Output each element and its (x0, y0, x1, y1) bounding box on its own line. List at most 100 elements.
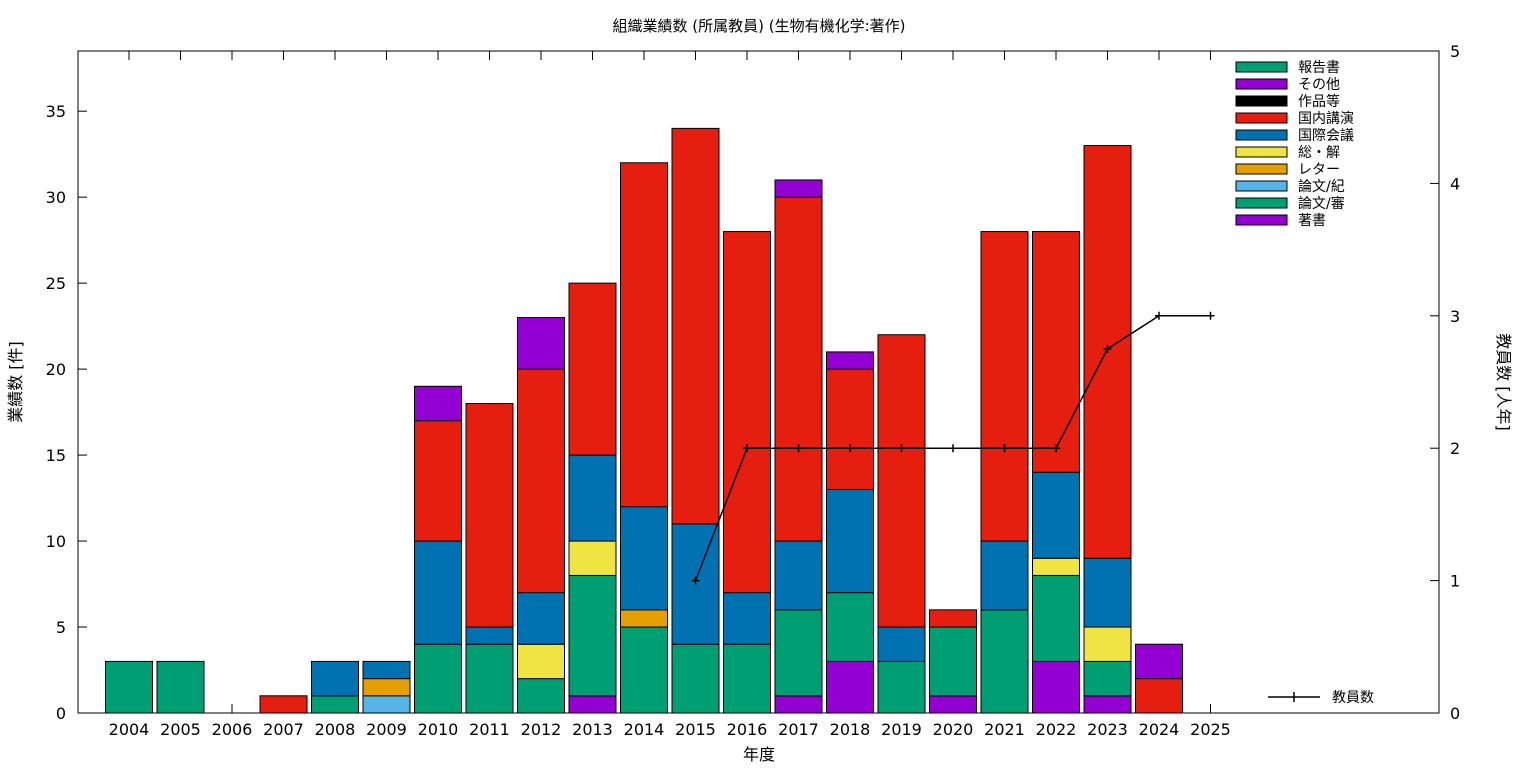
bar-segment (1135, 678, 1183, 714)
x-tick-label: 2007 (263, 720, 304, 739)
bar-segment (465, 626, 514, 645)
y-tick-label: 20 (46, 360, 66, 379)
bar-segment (826, 488, 874, 594)
faculty-line-point (1000, 444, 1009, 453)
bar-segment (362, 678, 411, 697)
legend-swatch (1235, 95, 1288, 107)
bar-segment (826, 368, 874, 490)
y-tick-label: 5 (56, 618, 66, 637)
bar-segment (1083, 660, 1132, 697)
x-tick-label: 2023 (1087, 720, 1128, 739)
legend-label: 総・解 (1298, 145, 1340, 161)
x-tick-label: 2013 (572, 720, 613, 739)
bar-segment (414, 385, 462, 422)
legend-swatch (1235, 180, 1288, 192)
y-axis-label: 業績数 [件] (6, 341, 25, 423)
faculty-line-point (1052, 444, 1060, 453)
x-tick-label: 2004 (109, 720, 150, 739)
bar-segment (774, 695, 823, 714)
bar-segment (1083, 626, 1132, 662)
y2-axis-label: 教員数 [人年] (1494, 333, 1513, 431)
bar-segment (568, 540, 617, 576)
y-tick-label: 15 (46, 446, 66, 465)
faculty-line-point (691, 576, 700, 585)
x-tick-label: 2018 (830, 720, 871, 739)
bar-segment (568, 695, 617, 714)
bar-segment (1032, 231, 1080, 473)
bar-segment (980, 609, 1029, 714)
faculty-line-point (846, 444, 854, 453)
bar-segment (1032, 574, 1080, 662)
bar-segment (311, 695, 359, 714)
bar-segment (362, 660, 411, 680)
bar-segment (1083, 695, 1132, 714)
bar-segment (465, 402, 514, 628)
bar-segment (1032, 660, 1080, 714)
bar-segment (723, 592, 771, 645)
x-tick-label: 2011 (469, 720, 510, 739)
bar-segment (929, 609, 977, 628)
y2-tick-label: 5 (1450, 42, 1460, 61)
legend-label: その他 (1298, 77, 1340, 93)
x-tick-label: 2017 (778, 720, 819, 739)
x-tick-label: 2012 (521, 720, 562, 739)
y-tick-label: 25 (46, 274, 66, 293)
bar-segment (414, 540, 462, 645)
bar-segment (723, 231, 771, 594)
bar-segment (826, 660, 874, 714)
bar-segment (414, 643, 462, 714)
x-tick-label: 2022 (1036, 720, 1077, 739)
x-tick-label: 2005 (160, 720, 201, 739)
y2-tick-label: 1 (1450, 572, 1460, 591)
bar-segment (929, 626, 977, 697)
legend-swatch (1235, 78, 1288, 90)
faculty-line (691, 311, 1215, 585)
faculty-line-point (1103, 344, 1112, 353)
legend-label: レター (1298, 162, 1340, 178)
legend-label: 著書 (1298, 213, 1326, 229)
bar-segment (671, 127, 720, 525)
bar-segment (259, 695, 308, 714)
x-tick-label: 2025 (1190, 720, 1231, 739)
y2-tick-label: 4 (1450, 174, 1460, 193)
bar-segment (723, 643, 771, 714)
bar-segment (465, 643, 514, 714)
bar-segment (1032, 471, 1080, 559)
legend-label: 報告書 (1298, 60, 1340, 76)
faculty-line-point (1155, 311, 1163, 320)
bar-segment (826, 592, 874, 662)
bar-segment (620, 162, 668, 508)
x-tick-label: 2009 (366, 720, 407, 739)
bar-segment (568, 574, 617, 697)
y-tick-label: 10 (46, 532, 66, 551)
legend-label: 作品等 (1298, 93, 1340, 110)
bar-segment (671, 643, 720, 714)
x-tick-label: 2024 (1139, 720, 1180, 739)
bar-segment (774, 609, 823, 697)
bar-segment (517, 368, 565, 594)
bar-segment (877, 660, 926, 714)
legend-swatch (1235, 146, 1288, 158)
faculty-line-point (794, 444, 803, 453)
bar-segment (1083, 557, 1132, 628)
faculty-line-point (897, 444, 906, 453)
bar-segment (362, 695, 411, 714)
x-axis-label: 年度 (743, 745, 775, 764)
y-tick-label: 35 (46, 102, 66, 121)
legend-swatch (1235, 163, 1288, 175)
bar-segment (568, 282, 617, 456)
bar-segment (1032, 557, 1080, 576)
bar-segment (517, 643, 565, 680)
bar-segment (980, 231, 1029, 542)
bar-segment (517, 317, 565, 370)
x-tick-label: 2006 (212, 720, 253, 739)
x-tick-label: 2008 (315, 720, 356, 739)
y2-tick-label: 2 (1450, 439, 1460, 458)
y2-tick-label: 3 (1450, 307, 1460, 326)
bar-segment (774, 196, 823, 542)
legend-label: 論文/審 (1298, 196, 1345, 212)
bar-segment (414, 420, 462, 542)
legend-label: 国際会議 (1298, 127, 1354, 144)
